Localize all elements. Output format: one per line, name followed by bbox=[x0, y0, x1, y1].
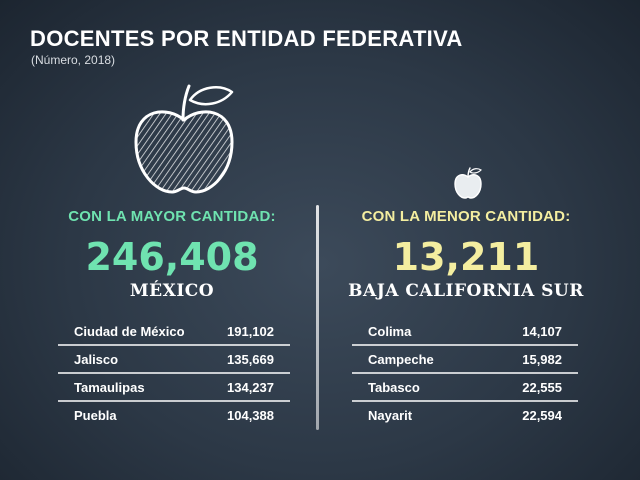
apple-icon bbox=[134, 84, 234, 194]
least-state: BAJA CALIFORNIA SUR bbox=[348, 281, 584, 301]
state-value: 134,237 bbox=[227, 379, 274, 395]
most-state: MÉXICO bbox=[129, 281, 215, 301]
state-value: 22,555 bbox=[522, 379, 562, 395]
list-item: Jalisco 135,669 bbox=[58, 346, 290, 374]
state-name: Colima bbox=[368, 323, 412, 339]
list-item: Campeche 15,982 bbox=[352, 346, 578, 374]
state-value: 22,594 bbox=[522, 407, 562, 423]
column-divider bbox=[316, 205, 319, 430]
state-name: Puebla bbox=[74, 407, 117, 423]
list-item: Puebla 104,388 bbox=[58, 402, 290, 428]
least-total: 13,211 bbox=[392, 235, 540, 279]
state-name: Jalisco bbox=[74, 351, 119, 367]
least-summary: CON LA MENOR CANTIDAD: 13,211 BAJA CALIF… bbox=[321, 208, 611, 301]
apple-icon bbox=[454, 167, 482, 199]
most-summary: CON LA MAYOR CANTIDAD: 246,408 MÉXICO bbox=[27, 208, 317, 301]
least-list: Colima 14,107 Campeche 15,982 Tabasco 22… bbox=[352, 318, 578, 428]
state-value: 15,982 bbox=[522, 351, 562, 367]
most-heading: CON LA MAYOR CANTIDAD: bbox=[68, 208, 276, 225]
most-list: Ciudad de México 191,102 Jalisco 135,669… bbox=[58, 318, 290, 428]
list-item: Ciudad de México 191,102 bbox=[58, 318, 290, 346]
list-item: Tabasco 22,555 bbox=[352, 374, 578, 402]
list-item: Colima 14,107 bbox=[352, 318, 578, 346]
list-item: Tamaulipas 134,237 bbox=[58, 374, 290, 402]
page-title: DOCENTES POR ENTIDAD FEDERATIVA bbox=[30, 26, 463, 51]
state-name: Ciudad de México bbox=[74, 323, 185, 339]
state-value: 14,107 bbox=[522, 323, 562, 339]
state-name: Tamaulipas bbox=[74, 379, 145, 395]
page-subtitle: (Número, 2018) bbox=[31, 53, 116, 67]
least-heading: CON LA MENOR CANTIDAD: bbox=[361, 208, 571, 225]
state-value: 104,388 bbox=[227, 407, 274, 423]
list-item: Nayarit 22,594 bbox=[352, 402, 578, 428]
state-name: Tabasco bbox=[368, 379, 420, 395]
state-name: Nayarit bbox=[368, 407, 413, 423]
most-total: 246,408 bbox=[85, 235, 259, 279]
state-name: Campeche bbox=[368, 351, 434, 367]
state-value: 135,669 bbox=[227, 351, 274, 367]
state-value: 191,102 bbox=[227, 323, 274, 339]
